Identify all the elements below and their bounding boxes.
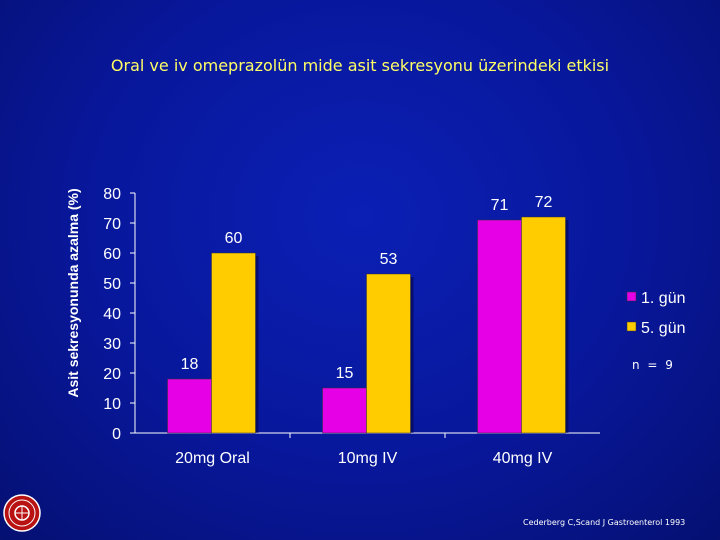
bar-1: [477, 219, 522, 434]
y-tick-label: 80: [103, 186, 121, 203]
bar-2: [366, 273, 411, 434]
legend-swatch: [626, 321, 637, 332]
y-axis-title: Asit sekresyonunda azalma (%): [65, 188, 81, 397]
university-seal-icon: [3, 494, 41, 532]
y-tick-label: 70: [103, 216, 121, 233]
x-tick-label: 20mg Oral: [175, 450, 250, 467]
y-tick-label: 60: [103, 246, 121, 263]
legend-swatch: [626, 291, 637, 302]
bar-1: [322, 387, 367, 434]
legend-label: 1. gün: [641, 290, 685, 307]
citation: Cederberg C,Scand J Gastroenterol 1993: [523, 518, 686, 527]
sample-size-label: n = 9: [632, 358, 675, 372]
y-tick-label: 10: [103, 396, 121, 413]
slide-title: Oral ve iv omeprazolün mide asit sekresy…: [110, 56, 610, 75]
data-label: 18: [181, 356, 199, 373]
y-tick-label: 40: [103, 306, 121, 323]
x-tick-label: 40mg IV: [493, 450, 553, 467]
data-label: 71: [491, 197, 509, 214]
data-label: 60: [225, 230, 243, 247]
y-tick-label: 20: [103, 366, 121, 383]
y-tick-label: 30: [103, 336, 121, 353]
data-label: 15: [336, 365, 354, 382]
legend-label: 5. gün: [641, 320, 685, 337]
bar-2: [521, 216, 566, 434]
x-tick-label: 10mg IV: [338, 450, 398, 467]
data-label: 53: [380, 251, 398, 268]
data-label: 72: [535, 194, 553, 211]
bar-1: [167, 378, 212, 434]
y-tick-label: 50: [103, 276, 121, 293]
bar-2: [211, 252, 256, 434]
y-tick-label: 0: [112, 426, 121, 443]
